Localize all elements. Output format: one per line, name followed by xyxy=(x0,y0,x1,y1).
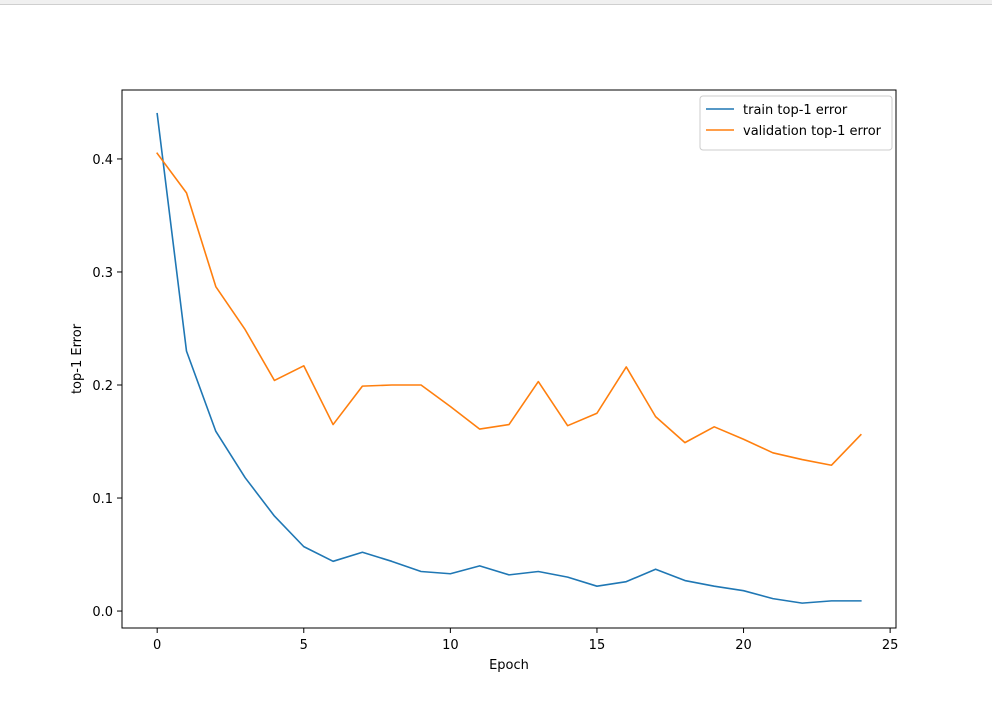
legend: train top-1 error validation top-1 error xyxy=(699,95,893,151)
y-tick-label: 0.2 xyxy=(92,379,113,394)
legend-box xyxy=(699,95,893,151)
x-tick-label: 25 xyxy=(882,638,899,653)
x-tick-label: 5 xyxy=(300,638,308,653)
x-axis: 0 5 10 15 20 25 xyxy=(153,628,898,653)
x-tick-label: 15 xyxy=(589,638,606,653)
plot-area xyxy=(121,89,897,629)
series-line-train xyxy=(156,112,862,604)
x-tick-label: 10 xyxy=(442,638,459,653)
y-tick-label: 0.1 xyxy=(92,492,113,507)
y-axis: 0.0 0.1 0.2 0.3 0.4 xyxy=(92,153,122,620)
legend-label: train top-1 error xyxy=(743,103,848,118)
window-top-bar xyxy=(0,0,992,5)
series-line-validation xyxy=(156,152,862,467)
x-tick-label: 20 xyxy=(735,638,752,653)
legend-label: validation top-1 error xyxy=(743,124,882,139)
y-tick-label: 0.4 xyxy=(92,153,113,168)
x-axis-label: Epoch xyxy=(489,658,529,673)
y-tick-label: 0.3 xyxy=(92,266,113,281)
x-tick-label: 0 xyxy=(153,638,161,653)
series-layer xyxy=(156,112,862,604)
y-axis-label: top-1 Error xyxy=(70,323,85,394)
y-tick-label: 0.0 xyxy=(92,605,113,620)
